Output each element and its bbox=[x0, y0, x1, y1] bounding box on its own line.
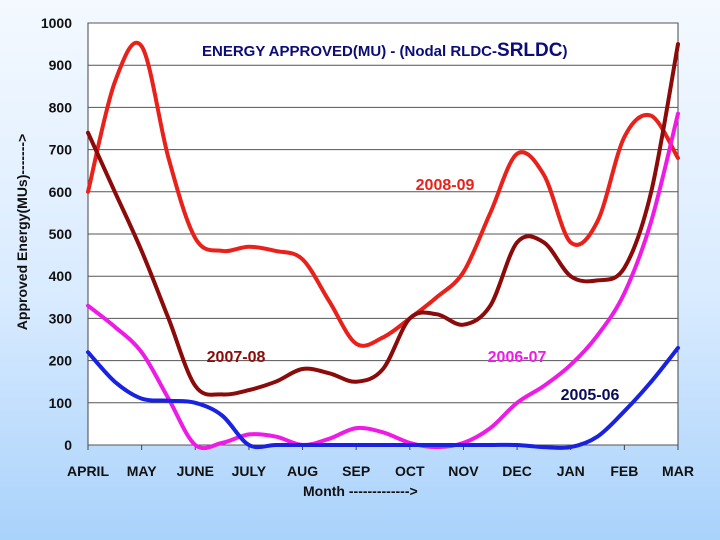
series-label-2007-08: 2007-08 bbox=[207, 349, 266, 366]
y-tick-label: 700 bbox=[49, 142, 73, 158]
y-tick-label: 400 bbox=[49, 268, 73, 284]
chart-title: ENERGY APPROVED(MU) - (Nodal RLDC-SRLDC) bbox=[202, 40, 567, 61]
y-tick-label: 200 bbox=[49, 353, 73, 369]
y-tick-label: 500 bbox=[49, 226, 73, 242]
x-tick-label: MAY bbox=[127, 463, 157, 479]
x-tick-label: JUNE bbox=[177, 463, 214, 479]
x-tick-label: FEB bbox=[610, 463, 638, 479]
series-line-2006-07 bbox=[86, 111, 680, 451]
y-tick-label: 800 bbox=[49, 99, 73, 115]
y-tick-label: 0 bbox=[64, 437, 72, 453]
x-tick-label: DEC bbox=[502, 463, 532, 479]
series-line-2008-09 bbox=[86, 40, 680, 348]
x-tick-label: OCT bbox=[395, 463, 425, 479]
y-tick-label: 300 bbox=[49, 310, 73, 326]
y-tick-label: 100 bbox=[49, 395, 73, 411]
y-axis-title: Approved Energy(MUs)-------> bbox=[14, 134, 30, 330]
x-tick-label: APRIL bbox=[67, 463, 109, 479]
x-tick-label: SEP bbox=[342, 463, 370, 479]
x-tick-label: JULY bbox=[232, 463, 267, 479]
series-line-2007-08 bbox=[86, 42, 680, 397]
series-line-2005-06 bbox=[86, 345, 680, 450]
x-tick-label: JAN bbox=[557, 463, 585, 479]
chart-title-prefix: ENERGY APPROVED(MU) - (Nodal RLDC- bbox=[202, 43, 497, 60]
x-tick-label: NOV bbox=[448, 463, 479, 479]
x-axis-title: Month -------------> bbox=[303, 483, 418, 499]
y-tick-label: 600 bbox=[49, 184, 73, 200]
y-tick-label: 900 bbox=[49, 57, 73, 73]
y-tick-label: 1000 bbox=[41, 15, 72, 31]
series-label-2006-07: 2006-07 bbox=[488, 349, 547, 366]
chart-title-close: ) bbox=[562, 43, 567, 60]
chart-title-suffix: SRLDC bbox=[497, 40, 563, 61]
series-label-2008-09: 2008-09 bbox=[416, 177, 475, 194]
x-tick-label: MAR bbox=[662, 463, 694, 479]
series-label-2005-06: 2005-06 bbox=[561, 387, 620, 404]
x-tick-label: AUG bbox=[287, 463, 318, 479]
